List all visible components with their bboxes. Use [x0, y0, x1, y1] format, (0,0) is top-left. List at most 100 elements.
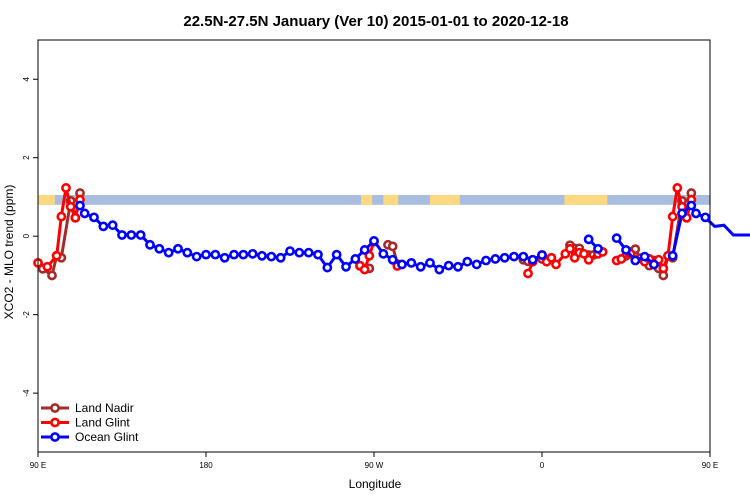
y-tick-label: 2	[22, 155, 31, 160]
data-point-ocean-glint	[649, 259, 659, 270]
data-point-ocean-glint	[611, 233, 622, 244]
data-point-ocean-glint	[107, 220, 118, 231]
data-point-ocean-glint	[257, 250, 267, 261]
data-point-ocean-glint	[75, 200, 85, 211]
legend-marker	[50, 432, 60, 442]
data-point-ocean-glint	[369, 235, 379, 246]
data-point-ocean-glint	[471, 259, 482, 270]
data-point-land-glint	[672, 183, 683, 193]
data-point-ocean-glint	[686, 200, 697, 211]
data-point-ocean-glint	[667, 250, 678, 261]
x-tick-label: 90 E	[30, 461, 46, 470]
land-segment	[360, 194, 373, 205]
data-point-ocean-glint	[229, 249, 239, 260]
data-point-ocean-glint	[397, 259, 407, 270]
data-point-ocean-glint	[275, 252, 286, 263]
data-point-ocean-glint	[639, 251, 650, 262]
series-ocean-glint	[75, 200, 750, 275]
x-tick-label: 90 W	[365, 461, 384, 470]
data-point-land-glint	[546, 252, 557, 263]
series-layer	[33, 183, 750, 281]
data-point-ocean-glint	[350, 254, 361, 264]
data-point-land-glint	[70, 212, 81, 223]
data-point-ocean-glint	[266, 251, 277, 262]
data-point-land-nadir	[387, 241, 398, 252]
data-point-land-glint	[359, 264, 370, 275]
data-point-ocean-glint	[294, 247, 305, 258]
data-point-ocean-glint	[331, 249, 342, 260]
data-point-ocean-glint	[247, 248, 258, 259]
data-point-land-glint	[65, 201, 76, 212]
data-point-land-glint	[61, 183, 71, 193]
data-point-ocean-glint	[593, 243, 603, 254]
data-point-land-glint	[551, 259, 561, 270]
y-tick-label: -2	[22, 311, 31, 319]
data-point-land-glint	[565, 243, 575, 254]
data-point-land-glint	[658, 263, 669, 274]
data-point-land-glint	[42, 261, 53, 272]
ocean-band	[38, 194, 710, 205]
data-point-ocean-glint	[322, 262, 333, 273]
data-point-ocean-glint	[285, 246, 295, 257]
data-point-ocean-glint	[378, 248, 389, 259]
data-point-ocean-glint	[443, 260, 454, 271]
chart-title: 22.5N-27.5N January (Ver 10) 2015-01-01 …	[183, 13, 568, 30]
legend-item-ocean-glint: Ocean Glint	[41, 430, 139, 444]
land-segment	[383, 194, 399, 205]
data-point-ocean-glint	[481, 255, 491, 266]
data-point-land-glint	[364, 250, 375, 261]
y-axis-ticks: -4 -2 0 2 4	[22, 76, 38, 397]
y-tick-label: -4	[22, 389, 31, 397]
legend-item-land-glint: Land Glint	[41, 416, 130, 430]
land-segment	[430, 194, 460, 205]
legend-label: Land Glint	[75, 416, 130, 430]
data-point-ocean-glint	[163, 247, 174, 258]
data-point-ocean-glint	[117, 230, 127, 240]
data-point-ocean-glint	[219, 252, 230, 263]
legend-label: Land Nadir	[75, 401, 134, 415]
data-point-ocean-glint	[425, 257, 435, 268]
data-point-ocean-glint	[630, 255, 641, 266]
x-axis-label: Longitude	[349, 477, 402, 491]
land-ocean-band	[38, 194, 710, 205]
data-point-ocean-glint	[621, 245, 631, 255]
data-point-land-glint	[579, 248, 589, 259]
data-point-ocean-glint	[191, 251, 202, 262]
data-point-ocean-glint	[89, 212, 99, 223]
data-point-ocean-glint	[527, 254, 538, 265]
data-point-ocean-glint	[173, 243, 183, 254]
legend-marker	[50, 417, 60, 428]
data-point-ocean-glint	[387, 254, 398, 265]
legend-label: Ocean Glint	[75, 430, 139, 444]
data-point-ocean-glint	[406, 257, 417, 268]
y-axis-label: XCO2 - MLO trend (ppm)	[2, 185, 16, 320]
series-line-ocean-glint	[78, 204, 543, 272]
legend-marker	[50, 403, 60, 413]
x-tick-label: 0	[540, 461, 545, 470]
data-point-ocean-glint	[126, 230, 137, 240]
data-point-ocean-glint	[135, 230, 146, 240]
data-point-ocean-glint	[154, 243, 165, 254]
data-point-ocean-glint	[238, 249, 249, 260]
data-point-land-glint	[523, 268, 533, 279]
x-axis-ticks: 90 E 180 90 W 0 90 E	[30, 452, 718, 470]
data-point-land-glint	[583, 254, 594, 265]
data-point-ocean-glint	[490, 254, 501, 264]
data-point-ocean-glint	[453, 261, 463, 272]
x-tick-label: 90 E	[702, 461, 718, 470]
data-point-ocean-glint	[145, 239, 155, 250]
y-tick-label: 4	[22, 76, 31, 81]
data-point-land-glint	[616, 254, 627, 264]
data-point-ocean-glint	[359, 245, 370, 255]
legend-item-land-nadir: Land Nadir	[41, 401, 134, 415]
data-point-ocean-glint	[434, 264, 445, 275]
data-point-ocean-glint	[79, 208, 90, 219]
data-point-ocean-glint	[700, 212, 711, 223]
data-point-ocean-glint	[518, 251, 529, 262]
data-point-ocean-glint	[537, 250, 547, 260]
data-point-ocean-glint	[98, 221, 109, 232]
data-point-land-glint	[667, 211, 678, 222]
data-point-ocean-glint	[691, 208, 701, 219]
